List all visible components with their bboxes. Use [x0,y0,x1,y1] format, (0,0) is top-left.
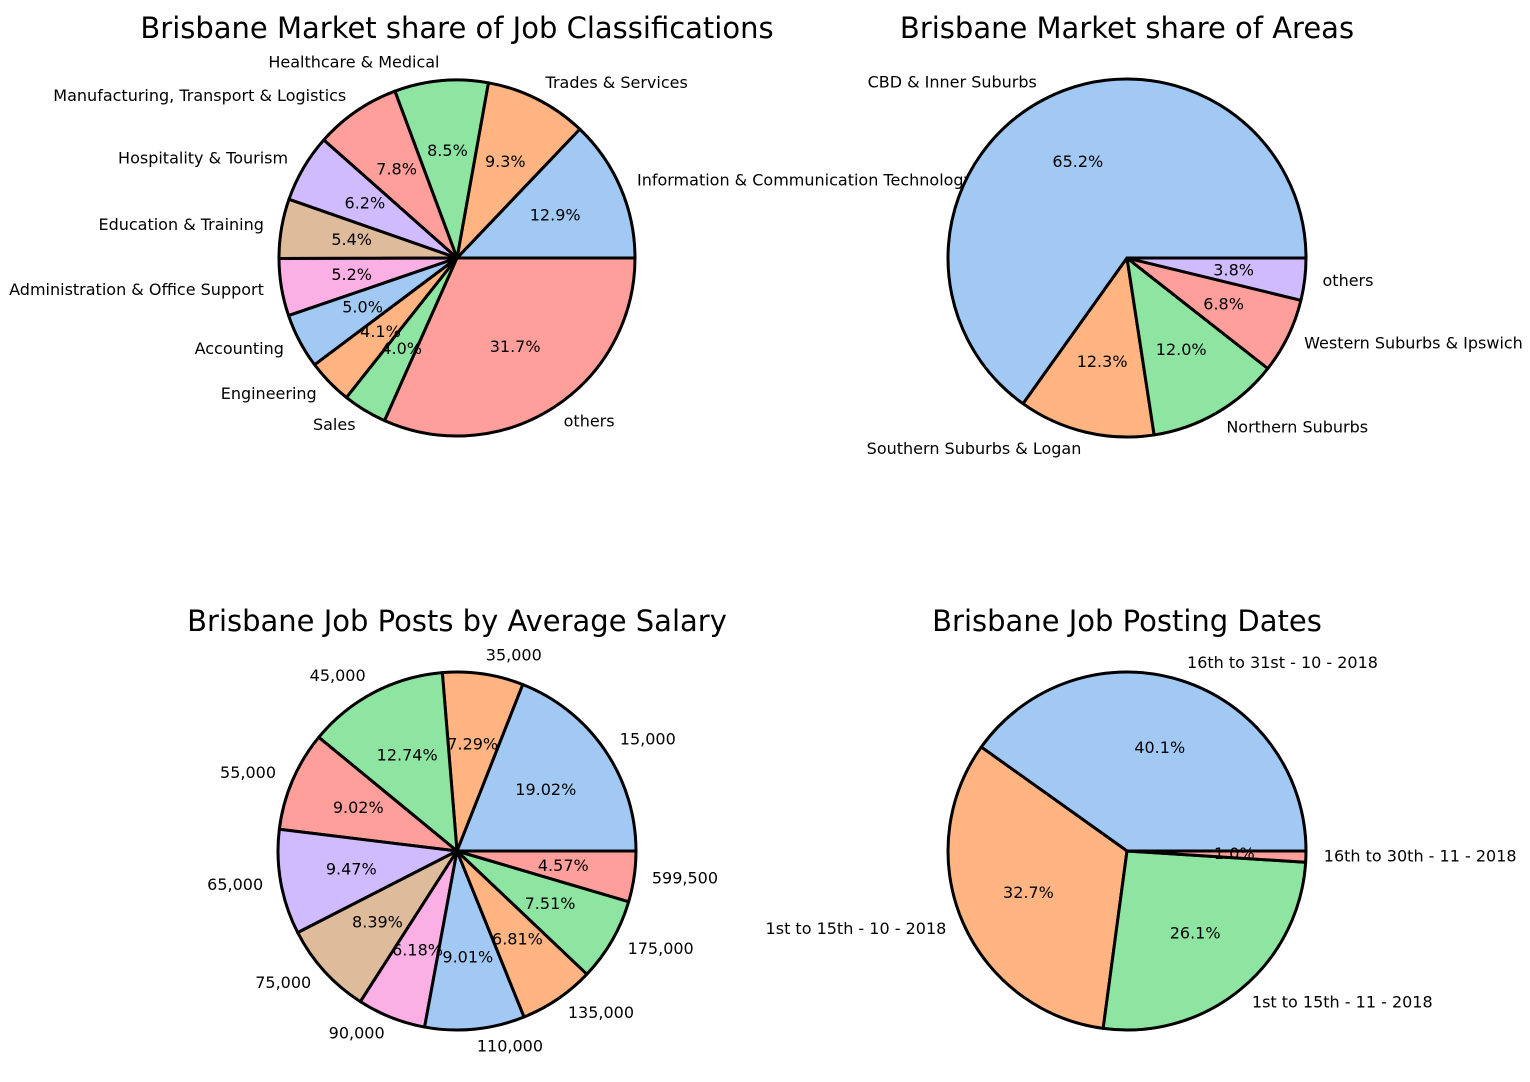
chart-title: Brisbane Market share of Areas [900,11,1354,45]
wedges [276,670,638,1032]
pie-slice [277,735,459,853]
pie-slice [317,671,459,853]
slice-label: Western Suburbs & Ipswich [1304,333,1523,352]
slice-label: 15,000 [620,730,676,749]
pie-slice [455,849,638,904]
pie-slice [979,670,1308,853]
slice-percent-label: 6.2% [345,193,386,212]
slice-label: CBD & Inner Suburbs [868,72,1037,91]
pie-slice [455,127,637,260]
slice-percent-label: 31.7% [490,337,541,356]
pie-slice [1021,256,1156,439]
chart-title: Brisbane Job Posting Dates [932,604,1322,638]
slice-label: 65,000 [207,875,263,894]
slice-label: 16th to 30th - 11 - 2018 [1324,847,1517,866]
slice-label: Trades & Services [545,73,688,92]
slice-percent-label: 5.4% [331,230,372,249]
slice-label: 75,000 [255,973,311,992]
pie-slice [393,78,490,260]
slice-label: 16th to 31st - 10 - 2018 [1187,653,1378,672]
slice-label: 55,000 [220,763,276,782]
slice-percent-label: 4.0% [381,339,422,358]
slice-percent-label: 7.29% [447,734,498,753]
slice-percent-label: 8.39% [352,913,403,932]
pie-slice [946,745,1129,1030]
slice-label: Northern Suburbs [1226,418,1368,437]
slice-percent-label: 32.7% [1003,883,1054,902]
pie-slice [455,682,638,853]
slice-percent-label: 4.1% [360,322,401,341]
pie-chart-1: Brisbane Market share of Job Classificat… [9,11,973,438]
slice-percent-label: 12.0% [1156,340,1207,359]
slice-label: Manufacturing, Transport & Logistics [53,86,346,105]
slice-label: 1st to 15th - 10 - 2018 [766,919,947,938]
pie-slice [1125,256,1270,437]
pie-slice [1101,849,1308,1032]
slice-percent-label: 4.57% [538,856,589,875]
slice-label: Accounting [195,339,284,358]
slice-percent-label: 9.47% [326,859,377,878]
slice-label: others [564,412,615,431]
pie-slice [423,849,526,1032]
wedge-labels: 16th to 31st - 10 - 2018 40.1% 1st to 15th… [766,653,1517,1012]
wedge-labels: CBD & Inner Suburbs 65.2% Southern Suburbs… [867,72,1523,458]
slice-percent-label: 1.0% [1214,844,1255,863]
pie-chart-3: Brisbane Job Posts by Average Salary 15,0… [187,604,727,1055]
slice-label: Southern Suburbs & Logan [867,439,1082,458]
slice-label: 35,000 [486,646,542,665]
slice-percent-label: 12.74% [377,745,438,764]
wedge-labels: 15,000 19.02% 35,000 7.29% 45,000 12.74% 55,00… [207,646,718,1056]
slice-percent-label: 6.18% [392,940,443,959]
chart-title: Brisbane Job Posts by Average Salary [187,604,727,638]
slice-label: Engineering [221,384,317,403]
slice-percent-label: 26.1% [1170,924,1221,943]
slice-label: 45,000 [310,666,366,685]
pie-chart-4: Brisbane Job Posting Dates 16th to 31st -… [766,604,1517,1032]
wedges [946,670,1308,1032]
slice-label: 110,000 [477,1036,543,1055]
wedges [946,77,1308,439]
slice-percent-label: 6.81% [492,929,543,948]
slice-percent-label: 6.8% [1203,294,1244,313]
slice-label: 175,000 [628,939,694,958]
slice-percent-label: 8.5% [427,141,468,160]
slice-label: Sales [313,415,356,434]
slice-percent-label: 5.2% [331,265,372,284]
slice-percent-label: 40.1% [1134,738,1185,757]
slice-percent-label: 12.3% [1077,352,1128,371]
slice-label: 90,000 [329,1024,385,1043]
pie-slice [1125,849,1308,864]
slice-percent-label: 9.3% [485,152,526,171]
wedge-labels: Information & Communication Technology 12… [9,52,973,433]
slice-percent-label: 9.02% [333,798,384,817]
slice-label: Education & Training [98,215,263,234]
slice-percent-label: 9.01% [442,947,493,966]
pie-slice [276,827,459,935]
slice-percent-label: 7.51% [525,894,576,913]
slice-percent-label: 19.02% [515,780,576,799]
pie-chart-2: Brisbane Market share of Areas CBD & Inne… [867,11,1523,458]
slice-label: Healthcare & Medical [268,52,439,71]
slice-percent-label: 12.9% [530,205,581,224]
wedges [277,78,637,438]
slice-label: Administration & Office Support [9,280,264,299]
slice-label: Hospitality & Tourism [118,148,288,167]
slice-label: 599,500 [652,869,718,888]
slice-label: 135,000 [568,1003,634,1022]
slice-label: Information & Communication Technology [637,170,973,189]
chart-title: Brisbane Market share of Job Classificat… [140,11,773,45]
slice-label: others [1323,271,1374,290]
pie-slice [296,849,459,1004]
slice-percent-label: 7.8% [376,159,417,178]
slice-percent-label: 3.8% [1213,260,1254,279]
slice-percent-label: 65.2% [1052,152,1103,171]
pie-slice [946,77,1308,406]
slice-label: 1st to 15th - 11 - 2018 [1252,993,1433,1012]
slice-percent-label: 5.0% [342,297,383,316]
pie-slice [455,81,582,260]
pie-slice [1125,256,1308,302]
pie-slice [383,256,637,438]
